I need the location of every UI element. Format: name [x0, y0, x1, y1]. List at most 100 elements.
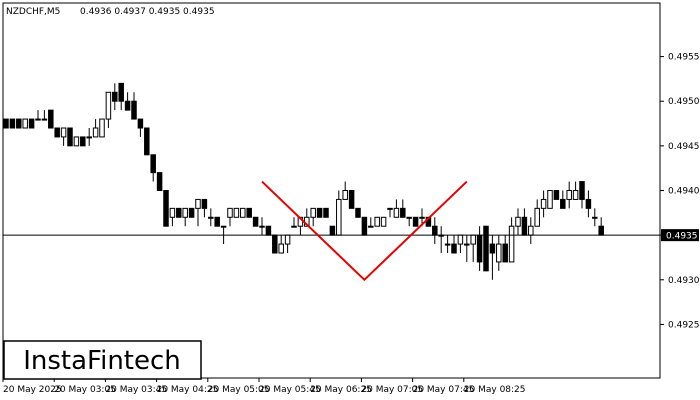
current-price-line: 0.4935 — [3, 229, 699, 242]
candle-body — [201, 198, 208, 209]
candle-body — [515, 216, 521, 227]
candle-body — [169, 207, 176, 218]
candle-body — [220, 225, 227, 228]
candle-body — [60, 127, 67, 138]
candle — [182, 207, 188, 227]
candle-body — [92, 127, 99, 138]
candle-body — [227, 207, 233, 218]
candle — [278, 235, 284, 254]
candle-body — [41, 118, 48, 121]
candle-body — [489, 243, 496, 254]
candle — [380, 216, 387, 227]
candle — [118, 82, 124, 111]
candle — [16, 118, 22, 129]
candle-body — [54, 127, 60, 138]
candle — [291, 217, 297, 228]
candle-body — [3, 118, 9, 129]
candle-body — [342, 190, 348, 200]
candle — [188, 207, 195, 218]
candle — [572, 181, 579, 200]
candle-body — [585, 198, 592, 209]
candle-body — [393, 207, 400, 218]
candle — [348, 190, 355, 209]
candle-body — [9, 118, 16, 129]
candle-body — [598, 225, 604, 236]
candle — [329, 225, 336, 236]
candle — [80, 136, 86, 147]
candle — [374, 216, 380, 227]
candle-body — [105, 91, 112, 120]
candle-body — [483, 225, 489, 272]
candle — [137, 118, 144, 137]
candle-body — [566, 190, 572, 200]
x-tick-label: 20 May 08:25 — [464, 385, 526, 395]
candle — [387, 207, 393, 218]
current-price-tag — [661, 229, 699, 242]
candle — [54, 127, 60, 138]
candle-body — [112, 91, 118, 102]
candle — [579, 181, 585, 209]
candle-body — [374, 216, 380, 227]
y-tick-label: 0.4925 — [668, 320, 700, 330]
candle — [323, 207, 329, 218]
candle — [508, 217, 515, 263]
candle — [310, 207, 316, 227]
candle — [553, 190, 560, 200]
candle — [169, 207, 176, 227]
candle-body — [502, 243, 508, 263]
candle — [92, 119, 99, 138]
candle — [451, 235, 457, 254]
plot-area — [3, 82, 604, 280]
candle — [60, 127, 67, 146]
candle — [406, 216, 412, 227]
candle-body — [144, 127, 150, 156]
candle — [35, 110, 41, 121]
candle — [464, 235, 470, 262]
candle-body — [124, 100, 131, 111]
candle-body — [496, 243, 502, 263]
candle — [252, 216, 259, 227]
candle-body — [534, 207, 540, 227]
x-tick-label: 20 May 04:25 — [157, 385, 219, 395]
candle — [156, 172, 163, 191]
x-tick-label: 20 May 07:05 — [361, 385, 423, 395]
candle-body — [406, 216, 412, 219]
candle — [208, 208, 214, 227]
candle-body — [22, 118, 28, 129]
candle-body — [547, 190, 553, 209]
candle — [9, 118, 16, 129]
logo-box — [3, 340, 202, 380]
candle — [496, 235, 502, 271]
candle — [41, 110, 48, 121]
candle — [316, 207, 323, 218]
candle — [483, 225, 489, 272]
candle-body — [188, 207, 195, 218]
candle — [105, 91, 112, 128]
candle-body — [451, 243, 457, 254]
candle-body — [540, 198, 547, 209]
candle — [67, 127, 73, 147]
candle — [393, 199, 400, 218]
candle — [585, 190, 592, 218]
candle-body — [457, 234, 464, 245]
candle-body — [553, 190, 560, 200]
logo-text: InstaFintech — [23, 346, 181, 376]
candle-body — [118, 82, 124, 102]
candle — [502, 235, 508, 263]
x-tick-label: 20 May 06:25 — [310, 385, 372, 395]
y-tick-label: 0.4930 — [668, 276, 700, 286]
candle-body — [233, 207, 240, 218]
candle-body — [316, 207, 323, 218]
candle-body — [412, 216, 419, 227]
candle-body — [336, 198, 342, 236]
symbol-label: NZDCHF,M5 — [6, 7, 60, 17]
candle-body — [246, 207, 252, 218]
candle-body — [16, 118, 22, 129]
candle — [124, 92, 131, 111]
candle-body — [508, 225, 515, 263]
candle-body — [521, 216, 528, 236]
candle — [28, 118, 35, 129]
candle — [540, 190, 547, 218]
candle-body — [572, 190, 579, 200]
